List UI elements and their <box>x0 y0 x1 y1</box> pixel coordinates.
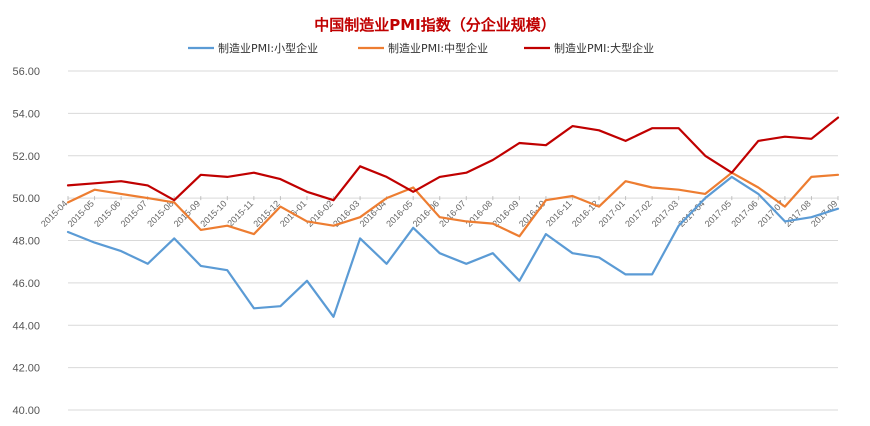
y-tick-label: 54.00 <box>12 108 40 120</box>
series-line-1 <box>66 175 840 318</box>
series-line-3 <box>66 116 840 202</box>
y-tick-label: 46.00 <box>12 278 40 290</box>
legend-label-2: 制造业PMI:中型企业 <box>388 41 488 55</box>
series-line-2 <box>66 171 840 238</box>
chart-title: 中国制造业PMI指数（分企业规模） <box>314 16 556 34</box>
y-tick-label: 48.00 <box>12 236 40 248</box>
y-tick-label: 52.00 <box>12 151 40 163</box>
y-tick-label: 44.00 <box>12 320 40 332</box>
legend-label-1: 制造业PMI:小型企业 <box>218 41 318 55</box>
gridlines <box>68 70 838 411</box>
series-lines <box>66 116 840 318</box>
y-tick-label: 40.00 <box>12 405 40 417</box>
y-tick-label: 56.00 <box>12 66 40 78</box>
legend: 制造业PMI:小型企业 制造业PMI:中型企业 制造业PMI:大型企业 <box>188 41 654 55</box>
y-axis: 40.00 42.00 44.00 46.00 48.00 50.00 52.00 54.00… <box>12 66 40 417</box>
legend-label-3: 制造业PMI:大型企业 <box>554 41 654 55</box>
y-tick-label: 42.00 <box>12 363 40 375</box>
y-tick-label: 50.00 <box>12 193 40 205</box>
